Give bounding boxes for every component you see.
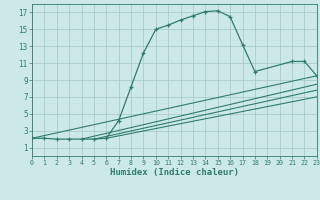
X-axis label: Humidex (Indice chaleur): Humidex (Indice chaleur) — [110, 168, 239, 177]
